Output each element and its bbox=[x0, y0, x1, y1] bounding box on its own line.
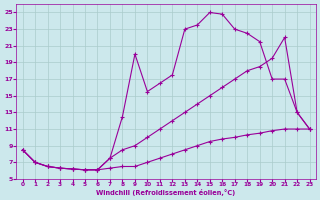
X-axis label: Windchill (Refroidissement éolien,°C): Windchill (Refroidissement éolien,°C) bbox=[97, 189, 236, 196]
